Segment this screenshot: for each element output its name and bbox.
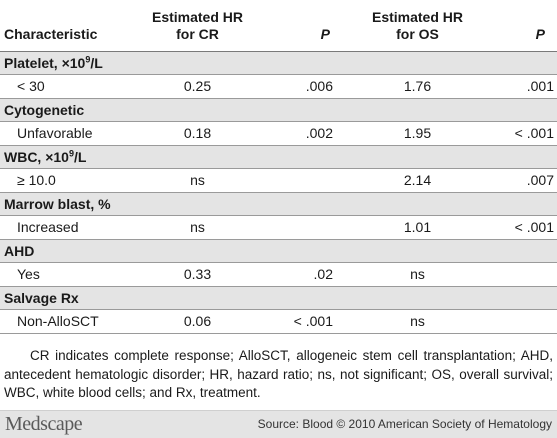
group-row: Platelet, ×109/L	[0, 50, 557, 74]
group-row: AHD	[0, 238, 557, 262]
p-os-value: .007	[475, 167, 557, 192]
header-hr-os: Estimated HR for OS	[360, 0, 475, 52]
header-hr-cr: Estimated HR for CR	[145, 0, 250, 52]
hr-cr-value: ns	[145, 214, 250, 239]
table-row: Increased ns 1.01 < .001	[0, 214, 557, 239]
group-title: Salvage Rx	[0, 285, 557, 309]
group-row: Salvage Rx	[0, 285, 557, 309]
header-hr-os-line1: Estimated HR	[371, 8, 464, 25]
row-label: Yes	[0, 261, 145, 286]
hr-os-value: ns	[360, 261, 475, 286]
group-title: Marrow blast, %	[0, 191, 557, 215]
header-p-os: P	[475, 0, 557, 52]
p-cr-value	[250, 167, 360, 192]
hr-cr-value: ns	[145, 167, 250, 192]
row-label: Unfavorable	[0, 120, 145, 145]
header-characteristic: Characteristic	[0, 0, 145, 52]
table-body: Platelet, ×109/L < 30 0.25.006 1.76.001 Cyto…	[0, 50, 557, 334]
hazard-ratio-table: Characteristic Estimated HR for CR P Est…	[0, 0, 557, 334]
footer-bar: Medscape Source: Blood © 2010 American S…	[0, 410, 557, 438]
p-cr-value: .02	[250, 261, 360, 286]
hr-os-value: 1.01	[360, 214, 475, 239]
row-label: < 30	[0, 73, 145, 98]
row-label: ≥ 10.0	[0, 167, 145, 192]
header-p-cr: P	[250, 0, 360, 52]
table-row: Yes 0.33.02 ns	[0, 261, 557, 286]
hr-cr-value: 0.18	[145, 120, 250, 145]
table-footnote: CR indicates complete response; AlloSCT,…	[4, 348, 553, 400]
group-row: Marrow blast, %	[0, 191, 557, 215]
source-credit: Source: Blood © 2010 American Society of…	[257, 417, 552, 431]
hr-cr-value: 0.25	[145, 73, 250, 98]
p-cr-value	[250, 214, 360, 239]
group-row: WBC, ×109/L	[0, 144, 557, 168]
table-row: Non-AlloSCT 0.06 < .001 ns	[0, 308, 557, 334]
p-os-value: < .001	[475, 214, 557, 239]
table-row: ≥ 10.0 ns 2.14.007	[0, 167, 557, 192]
p-cr-value: < .001	[250, 308, 360, 334]
p-os-value	[475, 261, 557, 286]
medscape-logo: Medscape	[5, 413, 83, 435]
row-label: Increased	[0, 214, 145, 239]
group-title: WBC, ×109/L	[0, 144, 557, 168]
p-os-value: < .001	[475, 120, 557, 145]
table-row: Unfavorable 0.18.002 1.95 < .001	[0, 120, 557, 145]
p-cr-value: .002	[250, 120, 360, 145]
group-title: Platelet, ×109/L	[0, 50, 557, 74]
hr-os-value: 1.76	[360, 73, 475, 98]
hr-os-value: 1.95	[360, 120, 475, 145]
header-hr-cr-line1: Estimated HR	[151, 8, 244, 25]
hr-cr-value: 0.06	[145, 308, 250, 334]
header-hr-os-line2: for OS	[396, 25, 439, 42]
results-table: Characteristic Estimated HR for CR P Est…	[0, 0, 557, 334]
header-hr-cr-line2: for CR	[176, 25, 219, 42]
hr-cr-value: 0.33	[145, 261, 250, 286]
group-title: Cytogenetic	[0, 97, 557, 121]
hr-os-value: 2.14	[360, 167, 475, 192]
row-label: Non-AlloSCT	[0, 308, 145, 334]
group-title: AHD	[0, 238, 557, 262]
hr-os-value: ns	[360, 308, 475, 334]
group-row: Cytogenetic	[0, 97, 557, 121]
p-os-value	[475, 308, 557, 334]
table-row: < 30 0.25.006 1.76.001	[0, 73, 557, 98]
p-cr-value: .006	[250, 73, 360, 98]
header-row: Characteristic Estimated HR for CR P Est…	[0, 0, 557, 52]
p-os-value: .001	[475, 73, 557, 98]
